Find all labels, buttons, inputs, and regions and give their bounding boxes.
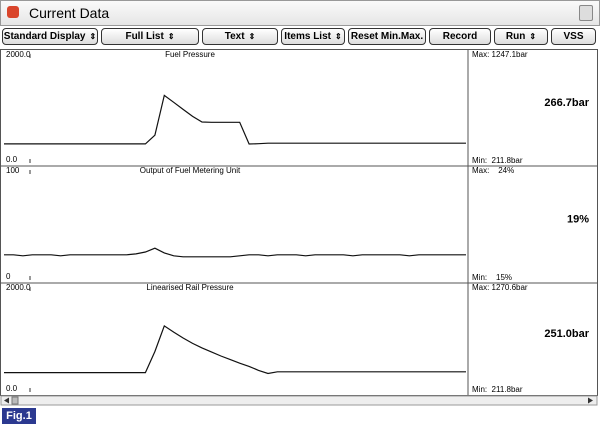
scroll-thumb: [11, 396, 19, 405]
toolbar-button[interactable]: Items List ⇕: [281, 28, 345, 45]
y-tick-label: 100: [6, 166, 20, 175]
window-title: Current Data: [29, 5, 110, 21]
graph-frame: [0, 49, 598, 396]
trace: [4, 94, 466, 145]
y-tick-label: 2000.0: [6, 283, 31, 292]
scrollbar: [0, 395, 598, 406]
close-icon[interactable]: [7, 6, 19, 18]
graph-area: 0.0 2000.0 Fuel Pressure Max: 1247.1bar Min:…: [0, 49, 598, 406]
button-label: Record: [442, 31, 478, 42]
button-label: Items List: [284, 31, 331, 42]
max-value: Max: 24%: [472, 166, 514, 175]
figure-label: Fig.1: [2, 408, 36, 424]
max-value: Max: 1270.6bar: [472, 283, 528, 292]
toolbar-button[interactable]: Reset Min.Max.: [348, 28, 426, 45]
y-tick-label: 0: [6, 272, 11, 281]
scroll-left: [4, 397, 9, 404]
dropdown-arrow: ⇕: [334, 32, 342, 41]
min-value: Min: 211.8bar: [472, 385, 523, 394]
toolbar-button[interactable]: Full List ⇕: [101, 28, 199, 45]
trace: [4, 247, 466, 258]
current-value: 266.7bar: [544, 97, 589, 109]
max-value: Max: 1247.1bar: [472, 50, 528, 59]
toolbar-button[interactable]: Text ⇕: [202, 28, 278, 45]
toolbar-button[interactable]: VSS: [551, 28, 596, 45]
button-label: Text: [224, 31, 245, 42]
button-label: Full List: [125, 31, 164, 42]
title-bar: Current Data: [0, 0, 600, 26]
current-value: 19%: [567, 213, 589, 225]
graph-title: Output of Fuel Metering Unit: [140, 166, 241, 175]
trace: [4, 324, 466, 375]
y-tick-label: 0.0: [6, 155, 18, 164]
toolbar-button[interactable]: Record: [429, 28, 491, 45]
y-tick-label: 2000.0: [6, 50, 31, 59]
button-label: Run: [505, 31, 526, 42]
toolbar-button[interactable]: Run ⇕: [494, 28, 548, 45]
current-value: 251.0bar: [544, 328, 589, 340]
y-tick-label: 0.0: [6, 384, 18, 393]
toolbar-button[interactable]: Standard Display ⇕: [2, 28, 98, 45]
graph-title: Linearised Rail Pressure: [146, 283, 234, 292]
graph-title: Fuel Pressure: [165, 50, 215, 59]
dropdown-arrow: ⇕: [89, 32, 97, 41]
dropdown-arrow: ⇕: [248, 32, 256, 41]
scroll-right: [588, 397, 593, 404]
min-value: Min: 211.8bar: [472, 156, 523, 165]
button-label: Standard Display: [3, 31, 86, 42]
toolbar: Standard Display ⇕ Full List ⇕ Text ⇕ Items Li…: [2, 28, 596, 45]
button-label: VSS: [563, 31, 584, 42]
min-value: Min: 15%: [472, 273, 512, 282]
dropdown-arrow: ⇕: [167, 32, 175, 41]
menu-icon[interactable]: [579, 5, 593, 21]
dropdown-arrow: ⇕: [529, 32, 537, 41]
button-label: Reset Min.Max.: [350, 31, 424, 42]
